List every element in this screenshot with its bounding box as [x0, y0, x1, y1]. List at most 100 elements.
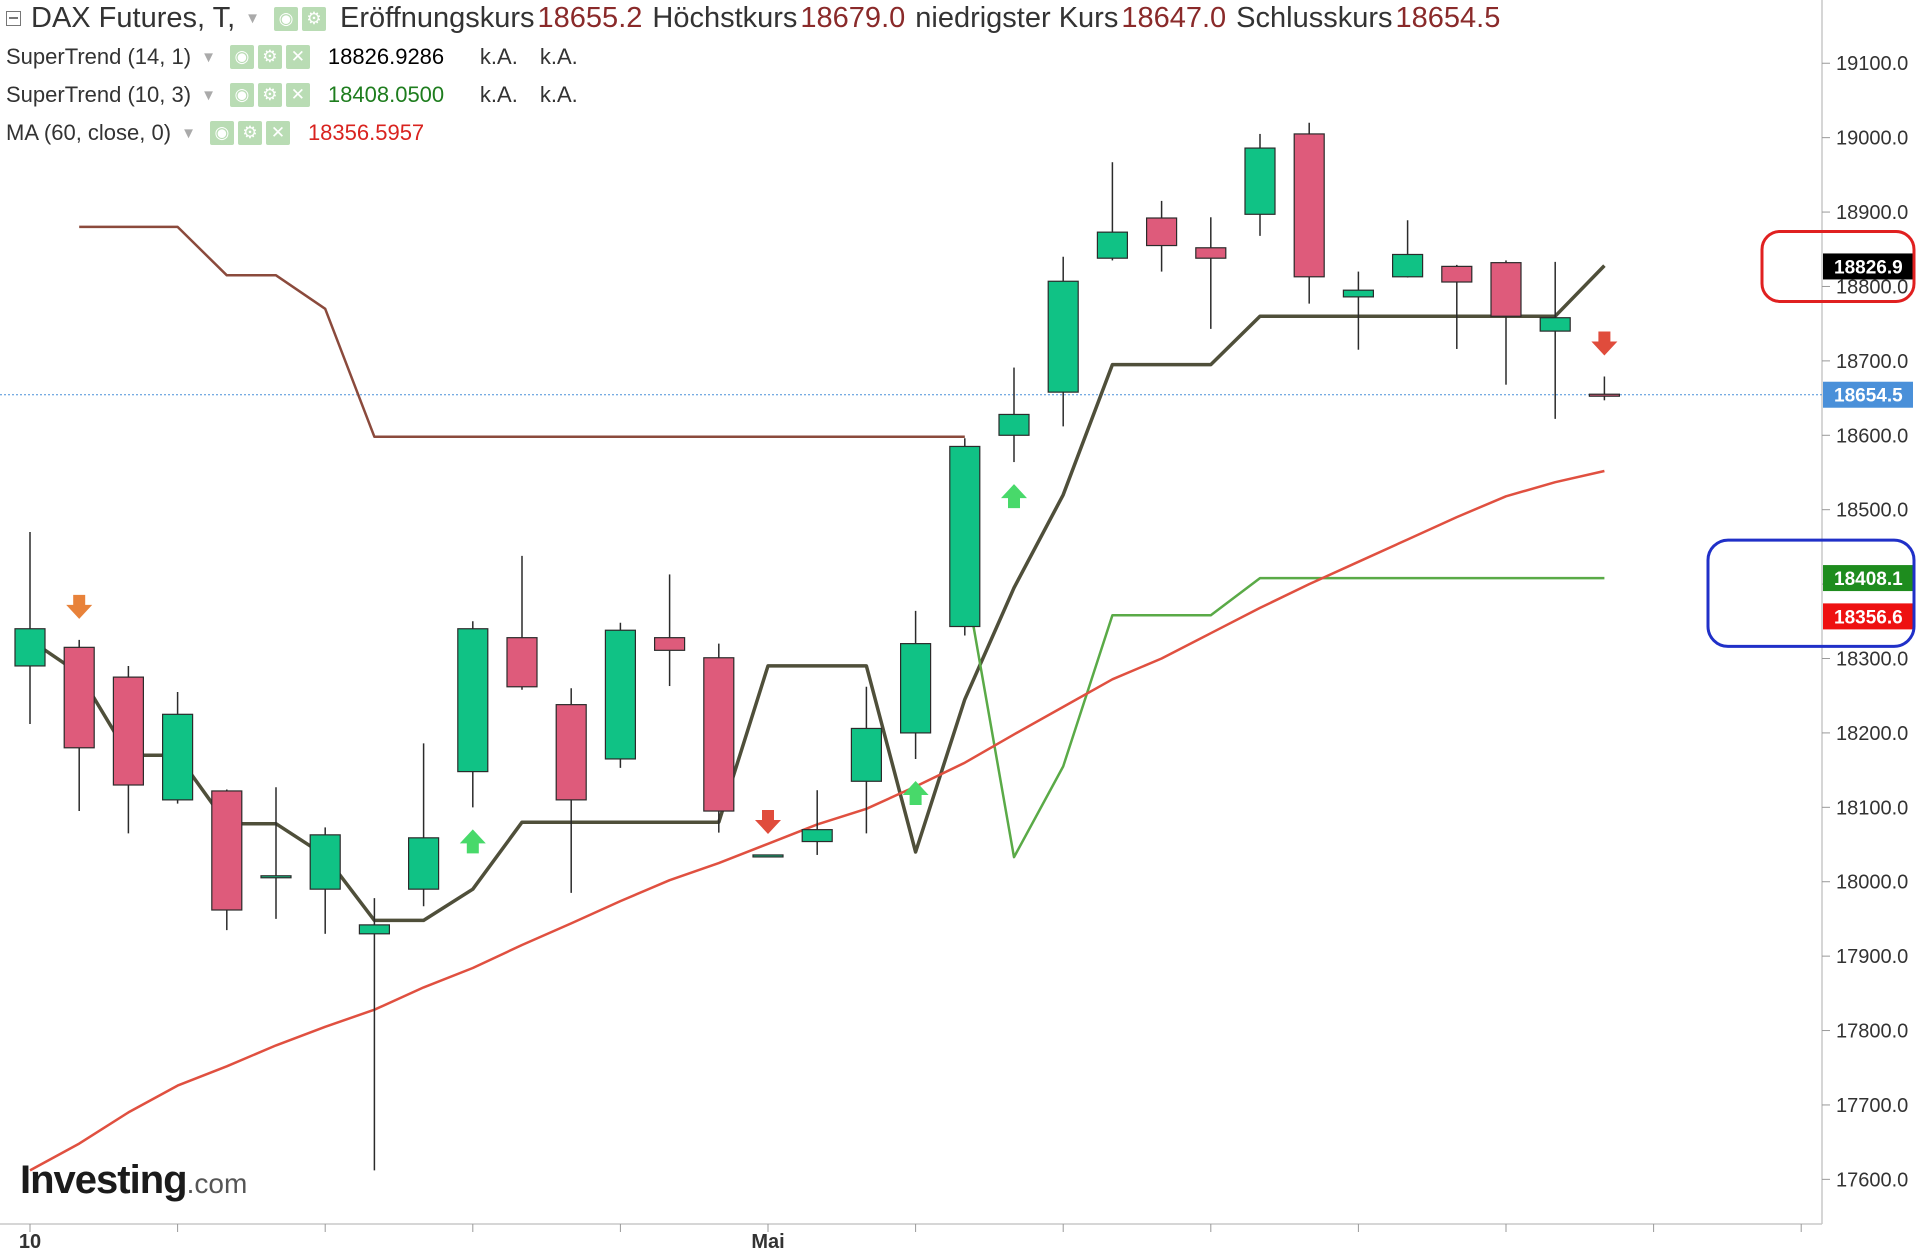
y-tick-label: 19000.0: [1836, 128, 1908, 150]
candle-body-up: [1342, 289, 1375, 298]
supertrend-14-1-upper-line: [79, 225, 965, 439]
price-label: 18826.9: [1823, 253, 1913, 280]
candle-body-down: [1195, 247, 1227, 259]
indicator-name: SuperTrend (10, 3): [6, 82, 192, 107]
candle-body-down: [506, 637, 538, 688]
price-label: 18356.6: [1823, 603, 1913, 630]
price-label-text: 18356.6: [1834, 607, 1903, 628]
close-icon[interactable]: ✕: [265, 121, 290, 145]
signal-up-arrow: [459, 829, 486, 854]
indicator-name: MA (60, close, 0): [6, 120, 172, 145]
indicator-value: 18356.5957: [307, 120, 425, 145]
candle-body-down: [653, 637, 686, 651]
chevron-down-icon[interactable]: ▼: [181, 124, 196, 142]
y-tick-label: 18100.0: [1836, 797, 1908, 819]
candle: [752, 854, 784, 858]
candle: [1441, 264, 1473, 349]
eye-icon[interactable]: ◉: [209, 121, 234, 145]
candle: [506, 555, 538, 690]
candle-body-down: [1588, 393, 1621, 397]
red-callout-box: [1760, 229, 1916, 303]
chevron-down-icon[interactable]: ▼: [201, 48, 216, 66]
indicator-value: 18826.9286: [327, 44, 445, 69]
candle: [899, 610, 932, 759]
signal-down-arrow: [755, 809, 781, 834]
y-tick-label: 19100.0: [1836, 53, 1908, 75]
candle: [162, 691, 194, 804]
candle-body-down: [63, 646, 95, 749]
candle-body-up: [457, 628, 489, 773]
y-tick-label: 18700.0: [1836, 351, 1908, 373]
candle-body-down: [703, 657, 735, 812]
candle-body-down: [1441, 265, 1473, 283]
y-tick-label: 18300.0: [1836, 649, 1908, 671]
candle: [408, 743, 440, 907]
close-label: Schlusskurs: [1236, 2, 1393, 34]
candle-body-up: [309, 834, 341, 890]
candle: [998, 367, 1030, 463]
chevron-down-icon[interactable]: ▼: [245, 10, 261, 27]
eye-icon[interactable]: ◉: [229, 45, 254, 69]
y-tick-label: 17900.0: [1836, 946, 1908, 968]
candle-body-up: [850, 727, 883, 782]
investing-logo: Investing.com: [20, 1158, 247, 1203]
candle-body-down: [1293, 133, 1325, 278]
candle: [555, 688, 587, 893]
candle: [1539, 261, 1571, 419]
y-tick-label: 18500.0: [1836, 500, 1908, 522]
high-value: 18679.0: [800, 2, 906, 34]
signal-up-arrow: [902, 780, 929, 805]
candle: [14, 532, 46, 724]
eye-icon[interactable]: ◉: [274, 6, 299, 31]
candle-body-up: [1391, 253, 1424, 278]
price-label-text: 18408.1: [1834, 569, 1903, 590]
candle: [1391, 220, 1424, 278]
close-icon[interactable]: ✕: [285, 45, 310, 69]
candle: [949, 438, 981, 636]
y-tick-label: 18000.0: [1836, 872, 1908, 894]
candle: [63, 639, 95, 812]
gear-icon[interactable]: ⚙: [302, 6, 327, 31]
gear-icon[interactable]: ⚙: [257, 45, 282, 69]
candle: [1145, 200, 1178, 272]
collapse-icon[interactable]: [6, 11, 21, 26]
logo-brand: Investing: [20, 1158, 188, 1202]
candle-body-down: [211, 790, 243, 911]
open-value: 18655.2: [537, 2, 643, 34]
indicator-row-supertrend-10: SuperTrend (10, 3) ▼ ◉ ⚙ ✕ 18408.0500 k.…: [6, 82, 578, 108]
candle-body-up: [1047, 280, 1079, 393]
candle-body-up: [752, 854, 784, 858]
y-tick-label: 17800.0: [1836, 1021, 1908, 1043]
low-value: 18647.0: [1121, 2, 1227, 34]
price-label-bg: [1823, 565, 1913, 592]
price-label: 18408.1: [1823, 565, 1913, 592]
candle-body-up: [14, 628, 46, 667]
symbol-title: DAX Futures, T,: [31, 2, 236, 34]
candle: [703, 643, 735, 833]
indicator-name: SuperTrend (14, 1): [6, 44, 192, 69]
price-label-text: 18826.9: [1834, 257, 1903, 278]
high-label: Höchstkurs: [652, 2, 798, 34]
close-icon[interactable]: ✕: [285, 83, 310, 107]
candle: [604, 622, 637, 768]
signal-up-arrow: [1001, 484, 1027, 509]
signal-down-arrow: [1591, 331, 1618, 356]
eye-icon[interactable]: ◉: [229, 83, 254, 107]
gear-icon[interactable]: ⚙: [257, 83, 282, 107]
x-tick-label: 10: [19, 1231, 41, 1253]
candle: [457, 621, 489, 808]
y-tick-label: 18600.0: [1836, 425, 1908, 447]
gear-icon[interactable]: ⚙: [237, 121, 262, 145]
candle-body-up: [604, 629, 637, 760]
candle: [112, 665, 145, 834]
y-tick-label: 17700.0: [1836, 1095, 1908, 1117]
low-label: niedrigster Kurs: [915, 2, 1119, 34]
candle-body-up: [801, 829, 833, 843]
candle-body-up: [998, 413, 1030, 436]
candle: [1244, 133, 1276, 236]
chevron-down-icon[interactable]: ▼: [201, 86, 216, 104]
candle: [1195, 217, 1227, 329]
candle-body-up: [899, 643, 932, 734]
